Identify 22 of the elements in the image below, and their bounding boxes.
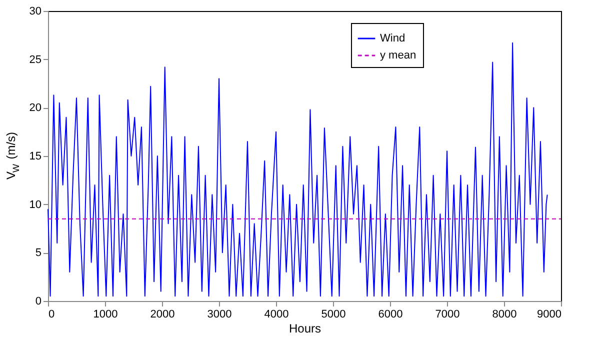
x-tick-label: 0 [48,308,55,320]
x-tick-label: 2000 [150,308,175,320]
x-tick-label: 8000 [492,308,517,320]
line-series [48,42,548,297]
y-tick-label: 20 [29,102,42,114]
x-tick-label: 3000 [207,308,232,320]
y-tick-label: 30 [29,6,42,18]
y-axis-title: VW (m/s) [4,132,21,180]
legend-label: Wind [380,32,406,44]
x-tick-label: 5000 [321,308,346,320]
x-tick-label: 1000 [93,308,118,320]
y-tick-label: 5 [35,247,42,260]
y-tick-label: 10 [29,198,42,211]
y-tick-label: 15 [29,150,42,162]
x-tick-label: 9000 [537,308,562,320]
x-tick-label: 6000 [378,308,403,320]
y-tick-label: 0 [35,296,42,308]
legend-label: y mean [380,50,416,62]
x-axis-title: Hours [288,322,322,336]
x-tick-label: 7000 [435,308,460,320]
y-tick-label: 25 [29,54,42,66]
x-tick-label: 4000 [264,308,289,320]
